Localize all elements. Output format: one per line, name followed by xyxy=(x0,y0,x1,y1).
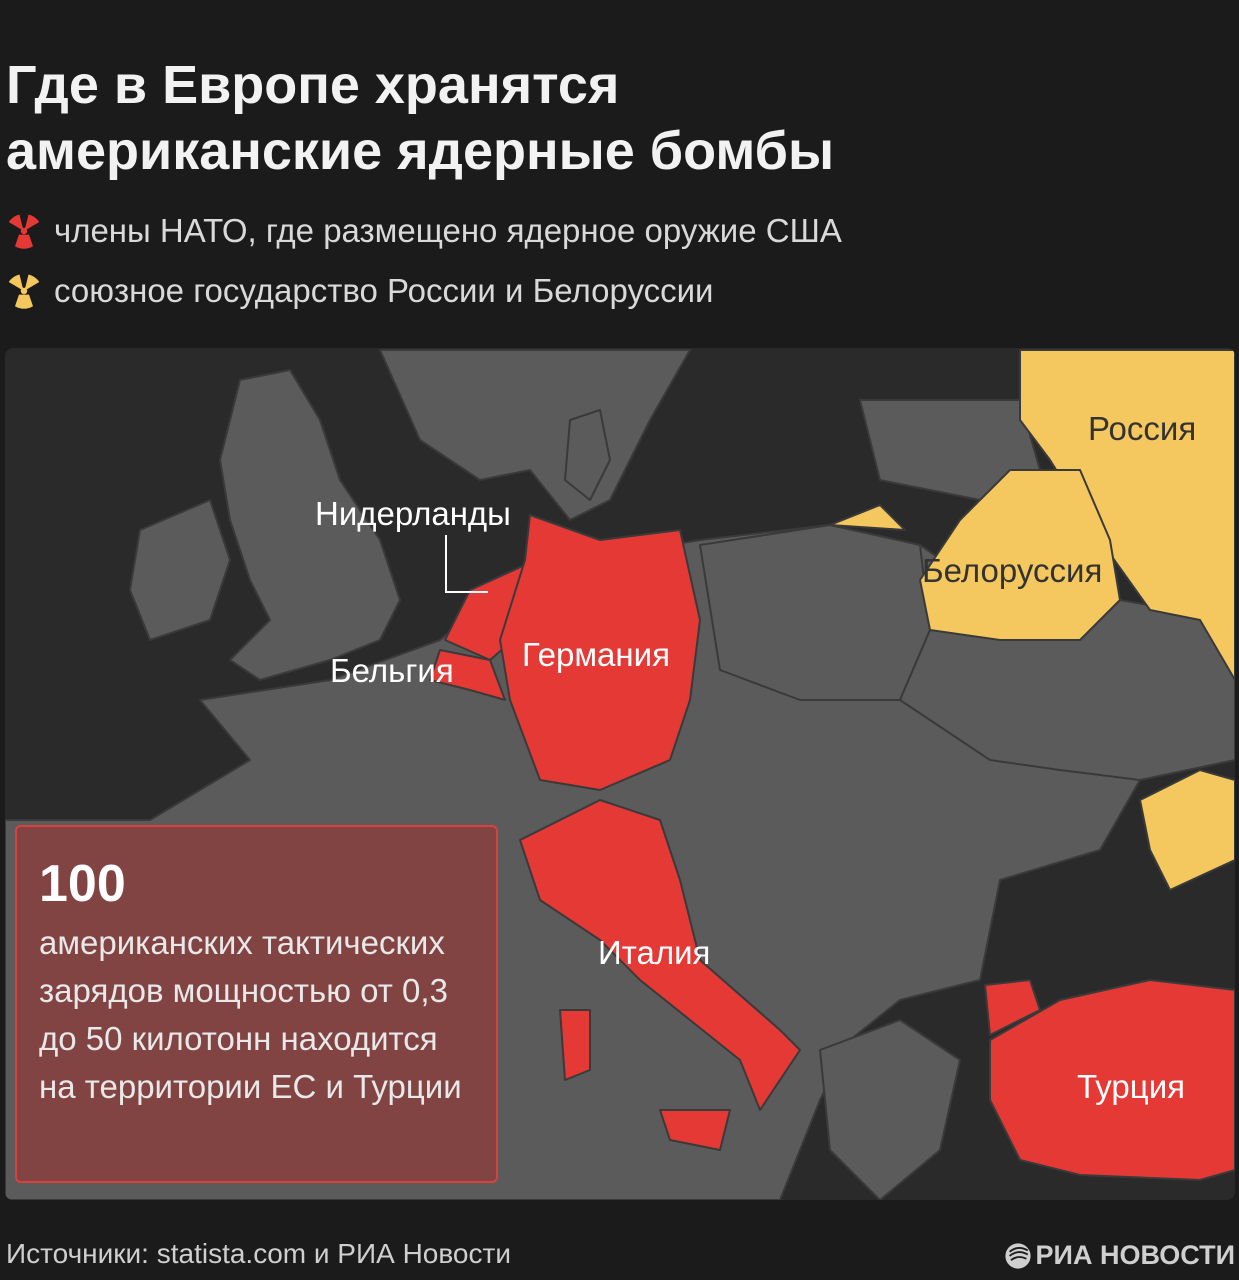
netherlands-leader-line xyxy=(445,535,488,593)
country-belarus xyxy=(919,469,1121,641)
country-denmark xyxy=(564,409,611,501)
radiation-icon xyxy=(8,214,40,249)
warhead-count: 100 xyxy=(39,855,126,913)
legend-item-nato: члены НАТО, где размещено ядерное оружие… xyxy=(6,212,842,250)
legend-label: члены НАТО, где размещено ядерное оружие… xyxy=(54,212,842,249)
country-turkey-european xyxy=(984,979,1041,1036)
legend-item-union-state: союзное государство России и Белоруссии xyxy=(6,272,713,310)
country-turkey xyxy=(989,979,1235,1181)
label-russia: Россия xyxy=(1088,410,1196,447)
ria-novosti-logo: РИА НОВОСТИ xyxy=(1004,1240,1235,1271)
info-box: 100 американских тактических зарядов мощ… xyxy=(15,825,498,1183)
label-belgium: Бельгия xyxy=(330,652,454,689)
info-text: американских тактических зарядов мощност… xyxy=(39,924,462,1105)
country-italy xyxy=(519,799,801,1111)
label-netherlands: Нидерланды xyxy=(315,495,511,532)
title-line-2: американские ядерные бомбы xyxy=(6,121,835,181)
country-russia xyxy=(1019,349,1235,681)
country-poland xyxy=(699,524,931,701)
island-sardinia xyxy=(559,1009,591,1081)
label-turkey: Турция xyxy=(1077,1068,1185,1105)
country-germany xyxy=(499,514,701,791)
label-belarus: Белоруссия xyxy=(922,552,1102,589)
country-great-britain xyxy=(219,369,401,681)
globe-icon xyxy=(1004,1242,1031,1269)
island-sicily xyxy=(659,1109,731,1151)
country-greece xyxy=(819,1019,961,1200)
country-ireland xyxy=(129,499,231,641)
country-belgium xyxy=(429,649,506,701)
region-kaliningrad xyxy=(829,504,906,531)
label-germany: Германия xyxy=(522,636,670,673)
radiation-icon xyxy=(8,274,40,309)
label-italy: Италия xyxy=(598,934,710,971)
region-crimea xyxy=(1139,769,1235,891)
title-line-1: Где в Европе хранятся xyxy=(6,55,620,115)
logo-text: РИА НОВОСТИ xyxy=(1035,1240,1235,1270)
country-scandinavia xyxy=(379,349,691,521)
sources-text: Источники: statista.com и РИА Новости xyxy=(6,1238,511,1269)
legend-label: союзное государство России и Белоруссии xyxy=(54,272,714,309)
page-title: Где в Европе хранятся американские ядерны… xyxy=(6,52,834,184)
